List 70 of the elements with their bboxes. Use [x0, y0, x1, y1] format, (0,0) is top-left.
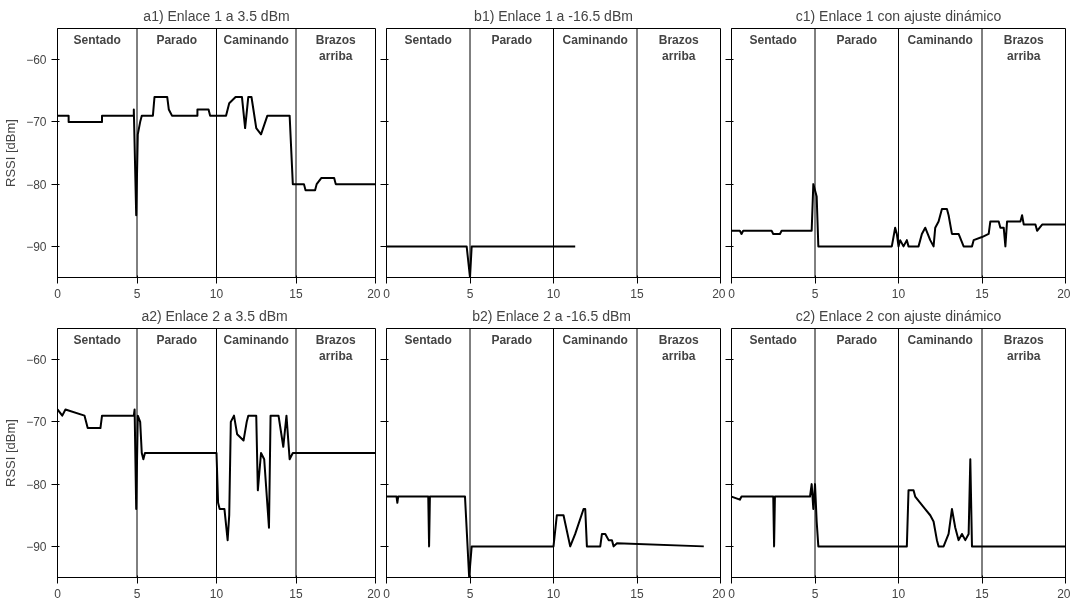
y-tick-label: −80: [26, 177, 47, 192]
x-tick-label: 20: [367, 286, 381, 301]
annotation: Sentado: [404, 32, 452, 47]
annotation: Parado: [836, 32, 878, 47]
annotation: Caminando: [907, 332, 973, 347]
x-tick-label: 20: [1057, 586, 1071, 601]
x-tick-label: 15: [975, 586, 989, 601]
annotation: Parado: [156, 32, 198, 47]
x-tick-label: 5: [811, 286, 819, 301]
annotation: Parado: [836, 332, 878, 347]
chart-title: c1) Enlace 1 con ajuste dinámico: [795, 7, 1002, 24]
x-tick-label: 0: [728, 586, 736, 601]
x-tick-label: 15: [975, 286, 989, 301]
x-tick-label: 5: [466, 586, 474, 601]
x-tick-label: 20: [712, 586, 726, 601]
y-tick-label: −60: [26, 53, 47, 68]
annotation: Brazos arriba: [658, 32, 700, 64]
x-tick-label: 15: [630, 286, 644, 301]
x-tick-label: 0: [383, 286, 391, 301]
annotation: Caminando: [907, 32, 973, 47]
y-axis-title: RSSI [dBm]: [3, 419, 19, 487]
x-tick-label: 5: [133, 286, 141, 301]
x-tick-label: 20: [1057, 286, 1071, 301]
annotation: Brazos arriba: [315, 332, 357, 364]
annotation: Brazos arriba: [315, 32, 357, 64]
x-tick-label: 0: [54, 286, 62, 301]
annotation: Sentado: [749, 332, 797, 347]
annotation: Parado: [491, 32, 533, 47]
x-tick-label: 5: [466, 286, 474, 301]
x-tick-label: 10: [209, 586, 224, 601]
annotation: Caminando: [562, 332, 628, 347]
x-tick-label: 5: [133, 586, 141, 601]
chart-title: b2) Enlace 2 a -16.5 dBm: [472, 307, 631, 324]
x-tick-label: 10: [891, 586, 906, 601]
x-tick-label: 15: [289, 586, 303, 601]
annotation: Brazos arriba: [1003, 332, 1045, 364]
x-tick-label: 15: [289, 286, 303, 301]
y-tick-label: −70: [26, 415, 47, 430]
y-tick-label: −90: [26, 239, 47, 254]
chart-title: c2) Enlace 2 con ajuste dinámico: [795, 307, 1002, 324]
y-tick-label: −60: [26, 353, 47, 368]
x-tick-label: 0: [54, 586, 62, 601]
x-tick-label: 10: [546, 286, 561, 301]
y-tick-label: −90: [26, 539, 47, 554]
x-tick-label: 0: [383, 586, 391, 601]
chart-title: a2) Enlace 2 a 3.5 dBm: [141, 307, 288, 324]
x-tick-label: 5: [811, 586, 819, 601]
x-tick-label: 0: [728, 286, 736, 301]
x-tick-label: 10: [546, 586, 561, 601]
annotation: Sentado: [73, 32, 121, 47]
y-axis-title: RSSI [dBm]: [3, 119, 19, 187]
annotation: Parado: [156, 332, 198, 347]
x-tick-label: 15: [630, 586, 644, 601]
x-tick-label: 20: [712, 286, 726, 301]
x-tick-label: 10: [209, 286, 224, 301]
y-tick-label: −80: [26, 477, 47, 492]
annotation: Sentado: [73, 332, 121, 347]
annotation: Brazos arriba: [658, 332, 700, 364]
annotation: Caminando: [562, 32, 628, 47]
annotation: Sentado: [749, 32, 797, 47]
chart-title: a1) Enlace 1 a 3.5 dBm: [143, 7, 290, 24]
annotation: Caminando: [223, 32, 289, 47]
x-tick-label: 10: [891, 286, 906, 301]
y-tick-label: −70: [26, 115, 47, 130]
annotation: Sentado: [404, 332, 452, 347]
annotation: Caminando: [223, 332, 289, 347]
chart-title: b1) Enlace 1 a -16.5 dBm: [474, 7, 633, 24]
annotation: Brazos arriba: [1003, 32, 1045, 64]
annotation: Parado: [491, 332, 533, 347]
x-tick-label: 20: [367, 586, 381, 601]
